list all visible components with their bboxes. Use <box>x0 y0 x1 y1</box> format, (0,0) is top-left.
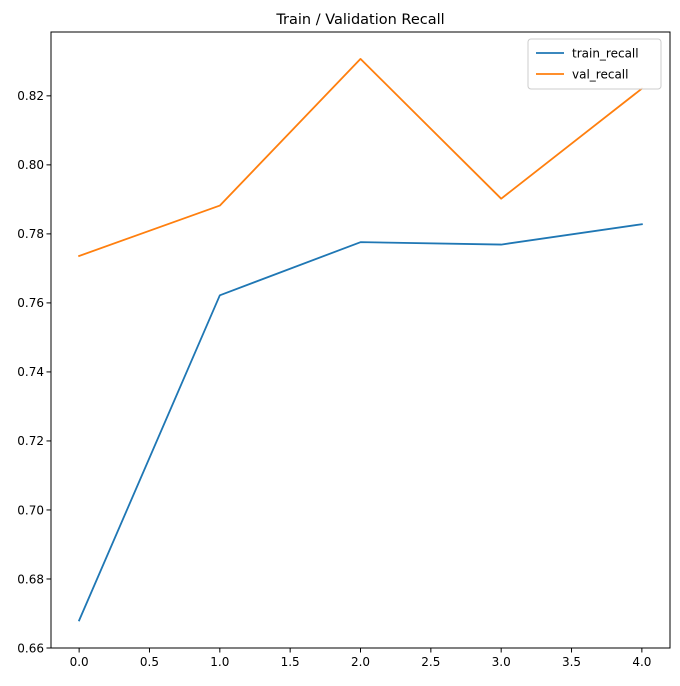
x-tick-label: 1.0 <box>210 655 229 669</box>
y-tick-label: 0.80 <box>17 158 44 172</box>
x-tick-label: 4.0 <box>632 655 651 669</box>
x-tick-label: 3.0 <box>492 655 511 669</box>
x-axis: 0.0 0.5 1.0 1.5 2.0 2.5 3.0 3.5 4.0 <box>70 648 651 669</box>
chart-title: Train / Validation Recall <box>275 12 444 28</box>
x-tick-label: 2.5 <box>421 655 440 669</box>
x-tick-label: 0.0 <box>70 655 89 669</box>
y-tick-label: 0.66 <box>17 641 44 655</box>
y-tick-label: 0.72 <box>17 434 44 448</box>
x-tick-label: 0.5 <box>140 655 159 669</box>
plot-frame <box>50 31 671 649</box>
legend-label: train_recall <box>572 47 639 61</box>
x-tick-label: 2.0 <box>351 655 370 669</box>
series-line-val-recall <box>77 58 644 258</box>
y-tick-label: 0.78 <box>17 227 44 241</box>
y-axis: 0.66 0.68 0.70 0.72 0.74 0.76 0.78 0.80 0.82 <box>17 89 51 655</box>
series-line-train-recall <box>77 223 643 622</box>
legend-label: val_recall <box>572 68 628 82</box>
series-layer <box>77 58 644 622</box>
x-tick-label: 3.5 <box>562 655 581 669</box>
x-tick-label: 1.5 <box>281 655 300 669</box>
legend: train_recall val_recall <box>527 38 662 90</box>
y-tick-label: 0.76 <box>17 296 44 310</box>
y-tick-label: 0.68 <box>17 572 44 586</box>
y-tick-label: 0.82 <box>17 89 44 103</box>
legend-box <box>527 38 662 90</box>
y-tick-label: 0.70 <box>17 503 44 517</box>
y-tick-label: 0.74 <box>17 365 44 379</box>
